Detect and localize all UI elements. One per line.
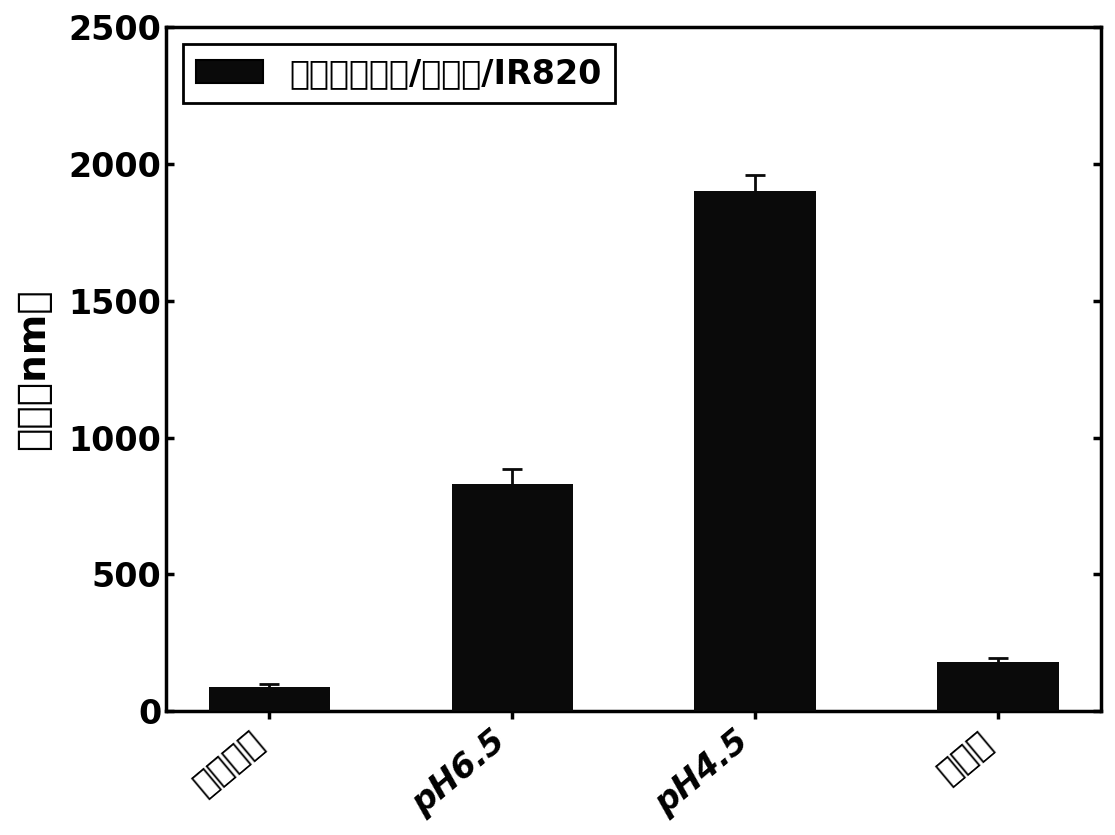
Bar <box>452 484 573 711</box>
Y-axis label: 粒径（nm）: 粒径（nm） <box>13 288 52 450</box>
Bar <box>938 662 1058 711</box>
Bar <box>695 191 816 711</box>
Bar <box>209 686 330 711</box>
Legend: 盐酸柔红霉素/茶多酜/IR820: 盐酸柔红霉素/茶多酜/IR820 <box>183 43 615 104</box>
